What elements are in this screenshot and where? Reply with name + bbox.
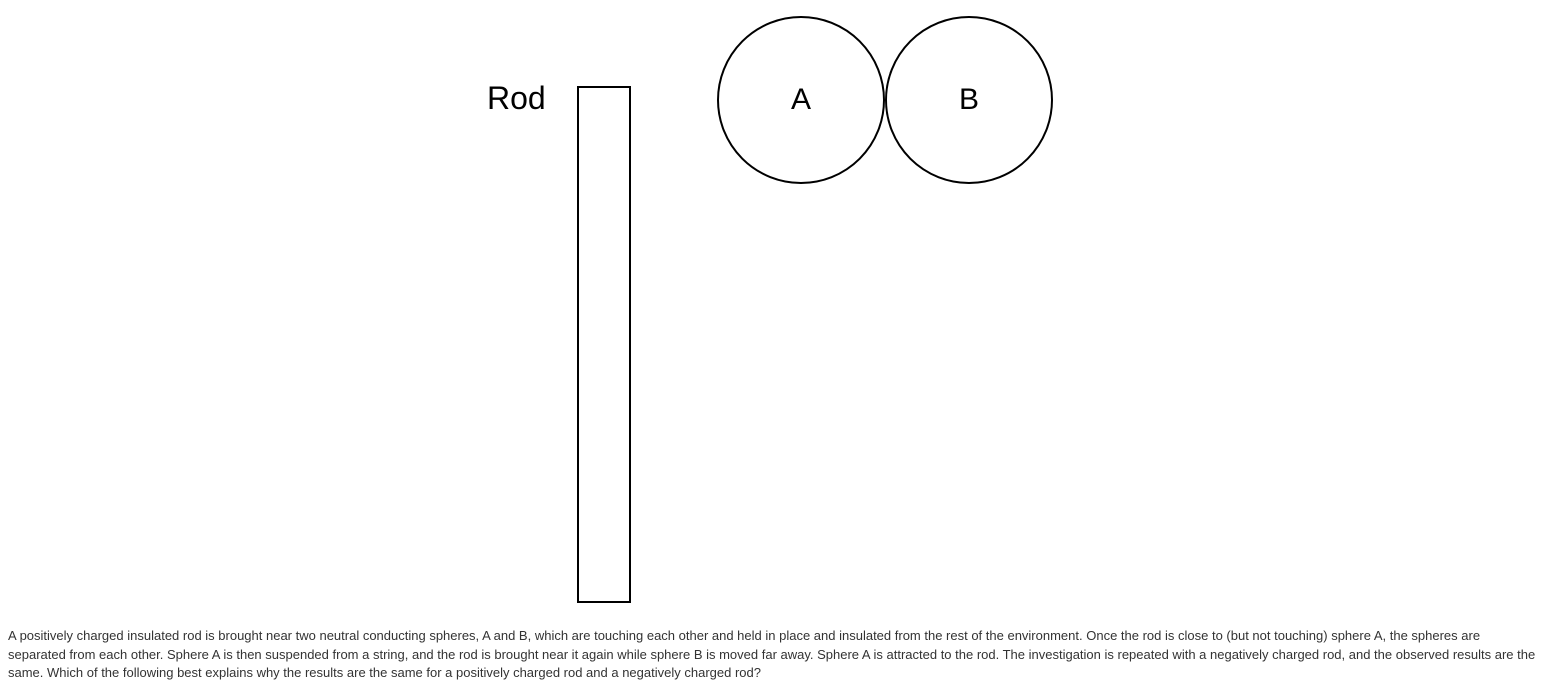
physics-diagram: Rod A B	[0, 0, 1547, 605]
question-text: A positively charged insulated rod is br…	[8, 627, 1539, 682]
sphere-b-label: B	[959, 83, 979, 117]
sphere-a-label: A	[791, 83, 811, 117]
rod-label: Rod	[487, 80, 546, 117]
sphere-b: B	[885, 16, 1053, 184]
rod-shape	[577, 86, 631, 603]
sphere-a: A	[717, 16, 885, 184]
